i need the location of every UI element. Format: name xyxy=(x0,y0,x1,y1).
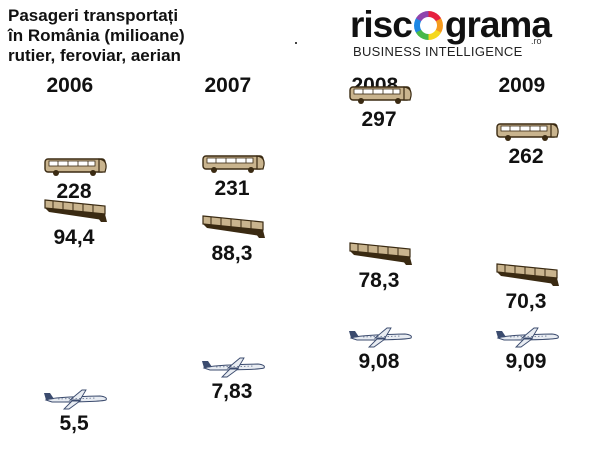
year-label-2007: 2007 xyxy=(204,74,252,97)
train-value-2008: 78,3 xyxy=(358,268,400,292)
train-mark-2009 xyxy=(495,262,561,293)
plane-value-2006: 5,5 xyxy=(59,412,89,435)
plane-mark-2008 xyxy=(347,326,415,353)
bus-value-2006: 228 xyxy=(56,180,92,203)
chart-title-line-3: rutier, feroviar, aerian xyxy=(8,46,181,65)
plane-value-2008: 9,08 xyxy=(358,350,400,374)
logo-ring-icon xyxy=(413,11,443,40)
train-value-2009: 70,3 xyxy=(505,290,547,313)
logo-wordmark: risc grama xyxy=(350,4,552,46)
train-icon xyxy=(496,263,559,286)
bus-icon xyxy=(496,122,559,141)
train-value-2007: 88,3 xyxy=(211,242,253,266)
plane-icon xyxy=(496,327,559,348)
train-icon xyxy=(44,199,107,222)
bus-icon xyxy=(349,86,412,104)
bus-mark-2006 xyxy=(43,156,109,183)
plane-value-2009: 9,09 xyxy=(505,350,547,374)
bus-value-2007: 231 xyxy=(214,176,250,200)
train-mark-2007 xyxy=(201,214,267,245)
plane-icon xyxy=(44,389,107,410)
train-value-2006: 94,4 xyxy=(53,226,95,249)
logo-suffix: .ro xyxy=(531,36,542,46)
plane-icon xyxy=(349,328,412,348)
plane-icon xyxy=(202,357,265,378)
plane-value-2007: 7,83 xyxy=(211,380,253,403)
train-icon xyxy=(202,215,265,239)
chart-title: Pasageri transportați în România (milioa… xyxy=(8,6,308,66)
riscograma-logo[interactable]: risc grama .ro BUSINESS INTELLIGENCE xyxy=(350,4,552,62)
train-icon xyxy=(349,242,412,265)
train-mark-2006 xyxy=(43,198,109,229)
bus-mark-2009 xyxy=(495,121,561,148)
stray-dot xyxy=(295,42,297,44)
bus-value-2008: 297 xyxy=(361,108,397,131)
bus-mark-2008 xyxy=(348,84,414,111)
plane-mark-2009 xyxy=(494,326,562,353)
bus-mark-2007 xyxy=(201,153,267,180)
logo-word-right: grama xyxy=(444,4,552,45)
logo-word-left: risc xyxy=(350,4,413,45)
logo-tagline: BUSINESS INTELLIGENCE xyxy=(353,44,523,59)
year-label-2006: 2006 xyxy=(46,74,94,97)
year-label-2009: 2009 xyxy=(498,74,546,97)
bus-icon xyxy=(202,155,265,173)
bus-icon xyxy=(44,158,107,176)
plane-mark-2006 xyxy=(42,388,110,415)
chart-title-line-1: Pasageri transportați xyxy=(8,6,179,25)
plane-mark-2007 xyxy=(200,356,268,383)
chart-title-line-2: în România (milioane) xyxy=(8,26,185,45)
bus-value-2009: 262 xyxy=(508,144,544,168)
train-mark-2008 xyxy=(348,241,414,272)
